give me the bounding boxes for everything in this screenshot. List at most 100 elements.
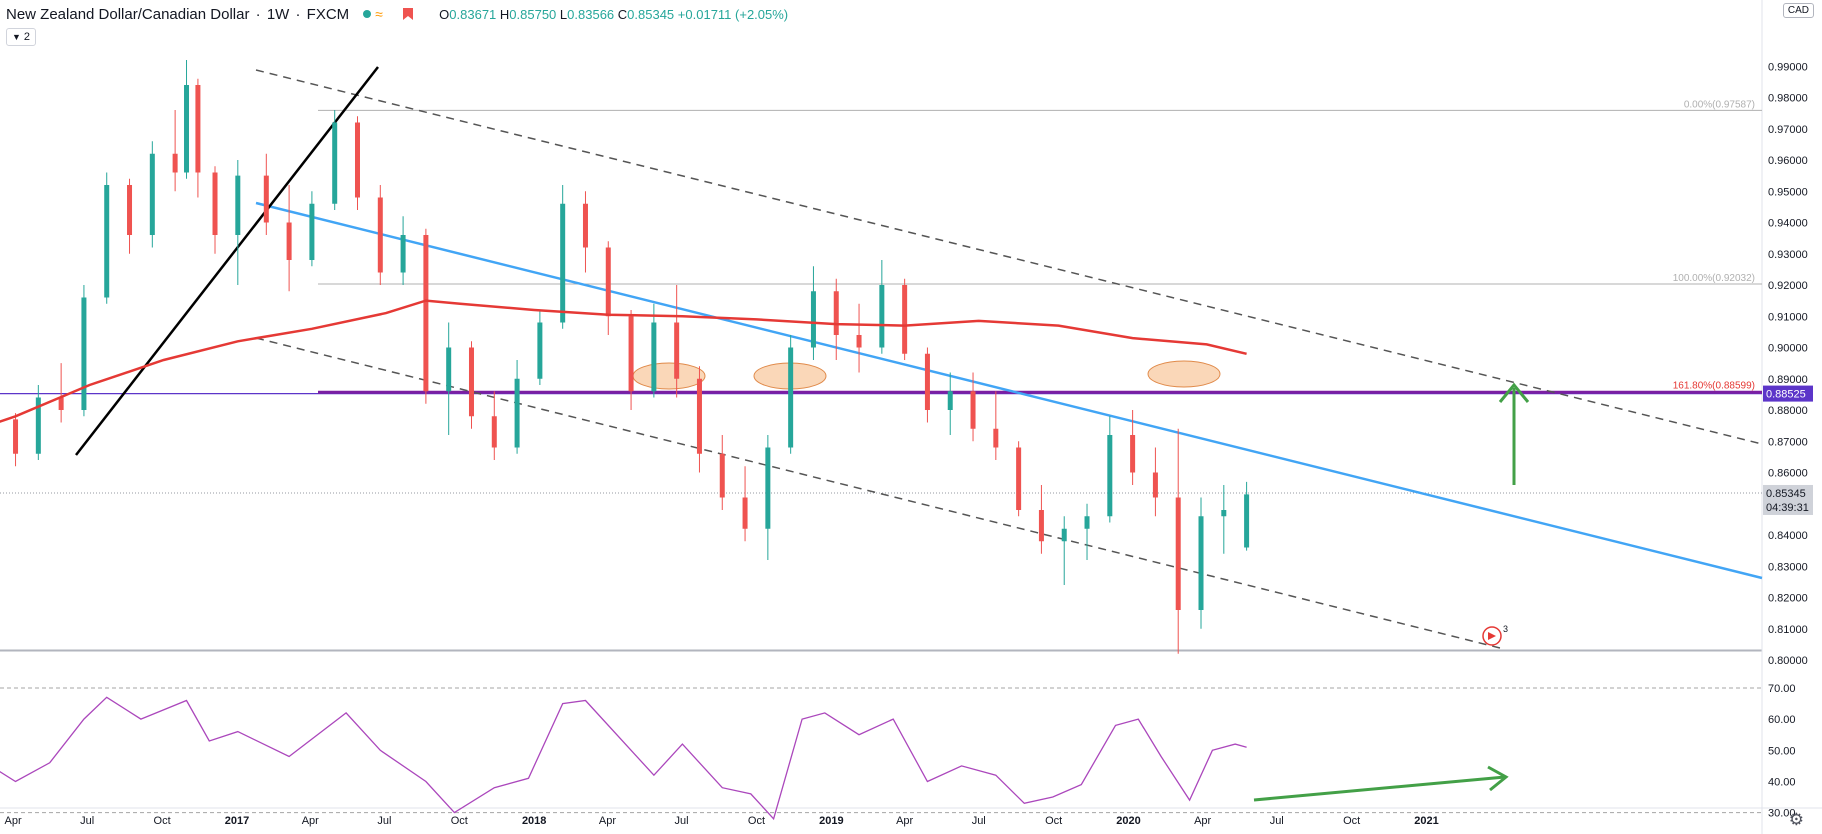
time-tick-label: Apr bbox=[302, 815, 319, 827]
price-tick-label: 0.86000 bbox=[1768, 468, 1808, 480]
time-tick-label: 2020 bbox=[1116, 815, 1140, 827]
low-label: L bbox=[559, 6, 568, 22]
time-tick-label: Apr bbox=[599, 815, 616, 827]
rsi-tick-label: 30.00 bbox=[1768, 808, 1796, 820]
candle-body bbox=[514, 378, 520, 448]
candle-body bbox=[149, 153, 155, 235]
header-separator: · bbox=[251, 5, 265, 23]
fib-level-label: 100.00%(0.92032) bbox=[1673, 273, 1755, 284]
candle-body bbox=[81, 297, 87, 410]
candle-body bbox=[423, 235, 429, 392]
candle-body bbox=[810, 291, 816, 348]
candle-body bbox=[742, 497, 748, 529]
price-tick-label: 0.88000 bbox=[1768, 405, 1808, 417]
candle-body bbox=[1061, 528, 1067, 542]
candle-body bbox=[172, 153, 178, 173]
rsi-tick-label: 50.00 bbox=[1768, 745, 1796, 757]
time-tick-label: Oct bbox=[1045, 815, 1062, 827]
time-tick-label: Oct bbox=[1343, 815, 1360, 827]
time-tick-label: Jul bbox=[972, 815, 986, 827]
flag-icon[interactable] bbox=[403, 8, 414, 20]
price-tick-label: 0.84000 bbox=[1768, 530, 1808, 542]
price-tick-label: 0.83000 bbox=[1768, 561, 1808, 573]
candle-body bbox=[127, 185, 133, 235]
candle-body bbox=[765, 447, 771, 529]
currency-badge[interactable]: CAD bbox=[1782, 3, 1814, 18]
last-price-box bbox=[1763, 484, 1813, 515]
price-tick-label: 0.89000 bbox=[1768, 374, 1808, 386]
candle-body bbox=[788, 347, 794, 448]
candle-body bbox=[491, 416, 497, 448]
price-tick-label: 0.80000 bbox=[1768, 655, 1808, 667]
price-tick-label: 0.95000 bbox=[1768, 186, 1808, 198]
time-tick-label: Jul bbox=[377, 815, 391, 827]
black-trendline bbox=[75, 66, 379, 456]
candle-body bbox=[212, 172, 218, 235]
candle-body bbox=[902, 285, 908, 354]
candle-body bbox=[184, 85, 190, 173]
chevron-down-icon: ▼ bbox=[11, 32, 21, 42]
price-tick-label: 0.92000 bbox=[1768, 280, 1808, 292]
interval-label[interactable]: 1W bbox=[266, 5, 290, 23]
time-tick-label: Jul bbox=[80, 815, 94, 827]
candle-body bbox=[1107, 435, 1113, 517]
event-marker-glyph bbox=[1488, 632, 1496, 640]
candle-body bbox=[1221, 510, 1227, 517]
rsi-line bbox=[0, 696, 1247, 821]
candle-body bbox=[628, 316, 634, 392]
chart-header: New Zealand Dollar/Canadian Dollar · 1W … bbox=[6, 4, 788, 24]
candle-body bbox=[377, 197, 383, 273]
candle-body bbox=[605, 247, 611, 317]
candle-body bbox=[856, 335, 862, 348]
candle-body bbox=[537, 322, 543, 379]
fib-level-label: 161.80%(0.88599) bbox=[1673, 380, 1755, 391]
fib-level-label: 0.00%(0.97587) bbox=[1684, 99, 1755, 110]
retest-zone-ellipse-0 bbox=[632, 362, 706, 390]
countdown-label: 04:39:31 bbox=[1766, 502, 1809, 514]
price-tick-label: 0.87000 bbox=[1768, 436, 1808, 448]
blue-trendline bbox=[255, 201, 1763, 580]
candle-body bbox=[309, 203, 315, 260]
close-value: 0.85345 bbox=[627, 6, 675, 22]
price-tick-label: 0.99000 bbox=[1768, 61, 1808, 73]
exchange-label: FXCM bbox=[306, 5, 350, 23]
symbol-name[interactable]: New Zealand Dollar/Canadian Dollar bbox=[6, 5, 250, 23]
level-price-label: 0.88525 bbox=[1766, 389, 1806, 401]
candle-body bbox=[1038, 510, 1044, 542]
price-tick-label: 0.96000 bbox=[1768, 155, 1808, 167]
time-tick-label: Apr bbox=[5, 815, 22, 827]
moving-average-line bbox=[0, 299, 1247, 423]
low-value: 0.83566 bbox=[567, 6, 615, 22]
rsi-tick-label: 70.00 bbox=[1768, 683, 1796, 695]
target-arrow-head bbox=[1498, 382, 1530, 403]
market-status-icon bbox=[363, 10, 372, 18]
time-tick-label: 2017 bbox=[225, 815, 249, 827]
candle-body bbox=[947, 391, 953, 410]
wave-icon[interactable]: ≈ bbox=[375, 6, 383, 22]
price-tick-label: 0.82000 bbox=[1768, 593, 1808, 605]
gear-icon[interactable]: ⚙ bbox=[1788, 810, 1804, 829]
candle-body bbox=[1084, 516, 1090, 529]
time-tick-label: Jul bbox=[1270, 815, 1284, 827]
candle-body bbox=[1016, 447, 1022, 510]
candle-body bbox=[263, 175, 269, 223]
candle-body bbox=[104, 185, 110, 298]
high-label: H bbox=[499, 6, 510, 22]
candle-body bbox=[924, 353, 930, 410]
header-separator-2: · bbox=[291, 5, 305, 23]
retest-zone-ellipse-2 bbox=[1147, 360, 1221, 388]
price-tick-label: 0.93000 bbox=[1768, 249, 1808, 261]
price-tick-label: 0.81000 bbox=[1768, 624, 1808, 636]
candle-body bbox=[235, 175, 241, 235]
indicator-count: 2 bbox=[23, 31, 31, 43]
time-tick-label: Oct bbox=[451, 815, 468, 827]
indicator-toggle[interactable]: ▼ 2 bbox=[6, 28, 36, 46]
time-tick-label: Apr bbox=[1194, 815, 1211, 827]
candle-body bbox=[354, 122, 360, 198]
candle-body bbox=[35, 397, 41, 454]
candle-body bbox=[195, 85, 201, 173]
last-price-label: 0.85345 bbox=[1766, 488, 1806, 500]
candle-body bbox=[719, 453, 725, 498]
time-tick-label: Oct bbox=[748, 815, 765, 827]
